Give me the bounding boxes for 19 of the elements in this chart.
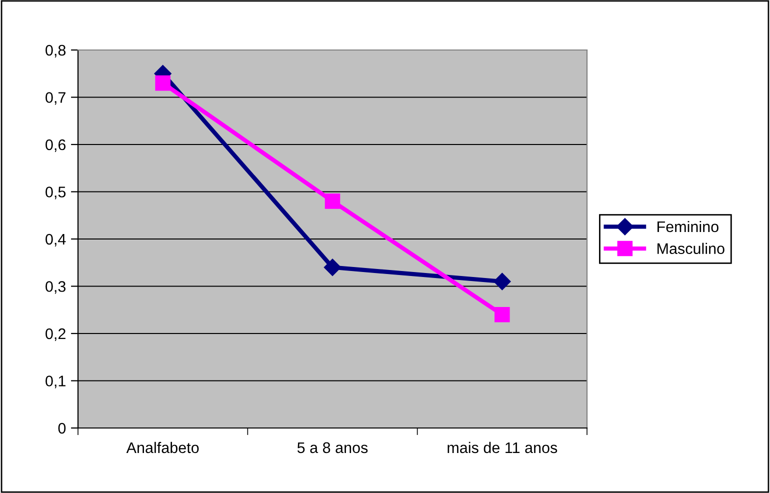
- x-tick-label: mais de 11 anos: [448, 442, 558, 454]
- point: [324, 194, 340, 209]
- y-tick-label: 0,4: [46, 234, 66, 246]
- point: [324, 258, 342, 276]
- point: [494, 306, 510, 322]
- y-tick-label: 0,8: [46, 44, 66, 58]
- x-tick-label: 5 a 8 anos: [297, 442, 368, 454]
- y-tick-label: 0,2: [46, 328, 66, 341]
- x-tick-label: Analfabeto: [126, 442, 199, 454]
- y-tick-label: 0,7: [46, 92, 66, 105]
- legend-label: Feminino: [658, 220, 718, 232]
- point: [155, 75, 170, 91]
- legend-label: Masculino: [658, 242, 724, 254]
- y-tick-label: 0,3: [46, 281, 66, 294]
- point: [494, 272, 511, 290]
- y-tick-label: 0,5: [46, 186, 66, 200]
- y-tick-label: 0,6: [46, 139, 66, 152]
- y-tick-label: 0: [58, 422, 66, 434]
- y-tick-label: 0,1: [46, 376, 66, 388]
